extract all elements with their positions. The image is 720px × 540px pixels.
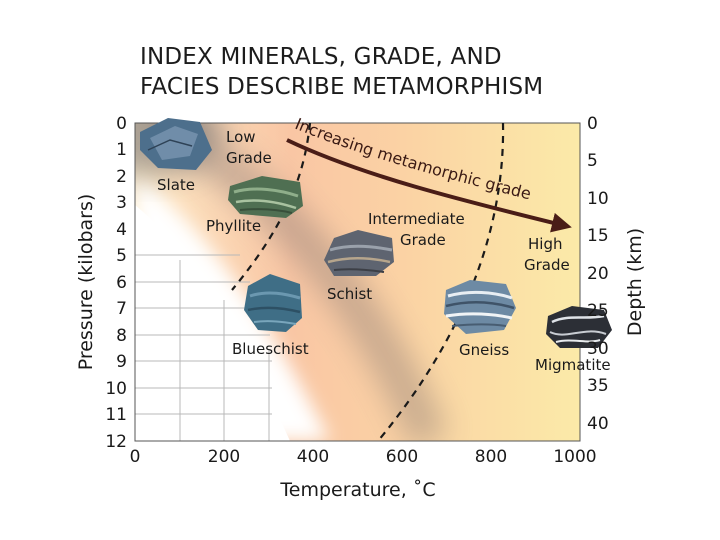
y-left-tick: 7 bbox=[116, 299, 127, 319]
phyllite-rock-image bbox=[228, 176, 303, 218]
x-axis-ticks: 0 200 400 600 800 1000 bbox=[130, 447, 597, 467]
y-left-tick: 4 bbox=[116, 220, 127, 240]
y-left-tick: 3 bbox=[116, 193, 127, 213]
y-right-tick: 0 bbox=[587, 114, 598, 134]
y-right-tick: 35 bbox=[587, 376, 609, 396]
low-intermediate-boundary bbox=[231, 122, 312, 291]
x-tick: 200 bbox=[208, 447, 240, 467]
high-grade-label-1: High bbox=[528, 235, 562, 253]
schist-rock-image bbox=[324, 230, 394, 276]
grade-arrow bbox=[286, 138, 572, 233]
intermediate-grade-label-2: Grade bbox=[400, 231, 446, 249]
phyllite-label: Phyllite bbox=[206, 217, 261, 235]
high-grade-label-2: Grade bbox=[524, 256, 570, 274]
migmatite-rock-image bbox=[546, 306, 612, 348]
y-right-tick: 5 bbox=[587, 151, 598, 171]
gneiss-rock-image bbox=[444, 280, 516, 334]
y-left-tick: 0 bbox=[116, 114, 127, 134]
y-right-tick: 40 bbox=[587, 414, 609, 434]
y-left-tick: 1 bbox=[116, 140, 127, 160]
y-left-axis-label: Pressure (kilobars) bbox=[75, 194, 97, 371]
y-right-axis-ticks: 0 5 10 15 20 25 30 35 40 bbox=[587, 114, 609, 434]
plot-frame bbox=[134, 122, 581, 442]
y-left-tick: 10 bbox=[105, 379, 127, 399]
y-right-tick: 10 bbox=[587, 189, 609, 209]
y-right-tick: 30 bbox=[587, 339, 609, 359]
low-grade-label-2: Grade bbox=[226, 149, 272, 167]
x-tick: 800 bbox=[475, 447, 507, 467]
grid bbox=[135, 254, 272, 441]
y-left-tick: 11 bbox=[105, 405, 127, 425]
plot-background bbox=[135, 123, 580, 441]
schist-label: Schist bbox=[327, 285, 372, 303]
intermediate-grade-label-1: Intermediate bbox=[368, 210, 465, 228]
y-left-axis-ticks: 0 1 2 3 4 5 6 7 8 9 10 11 12 bbox=[105, 114, 127, 452]
x-tick: 400 bbox=[297, 447, 329, 467]
y-left-tick: 6 bbox=[116, 273, 127, 293]
intermediate-high-boundary bbox=[377, 122, 505, 442]
x-tick: 1000 bbox=[553, 447, 596, 467]
y-left-tick: 12 bbox=[105, 432, 127, 452]
blueschist-label: Blueschist bbox=[232, 340, 309, 358]
y-left-tick: 8 bbox=[116, 326, 127, 346]
x-tick: 600 bbox=[386, 447, 418, 467]
title-line-1: INDEX MINERALS, GRADE, AND bbox=[140, 44, 502, 70]
y-right-tick: 15 bbox=[587, 226, 609, 246]
slate-label: Slate bbox=[157, 176, 195, 194]
title-line-2: FACIES DESCRIBE METAMORPHISM bbox=[140, 74, 543, 100]
gneiss-label: Gneiss bbox=[459, 341, 509, 359]
y-right-tick: 20 bbox=[587, 264, 609, 284]
blueschist-rock-image bbox=[244, 274, 302, 332]
y-left-tick: 2 bbox=[116, 167, 127, 187]
y-left-tick: 9 bbox=[116, 352, 127, 372]
y-left-tick: 5 bbox=[116, 246, 127, 266]
y-right-axis-label: Depth (km) bbox=[624, 228, 646, 336]
low-grade-label-1: Low bbox=[226, 128, 256, 146]
y-right-tick: 25 bbox=[587, 301, 609, 321]
migmatite-label: Migmatite bbox=[535, 356, 611, 374]
slate-rock-image bbox=[140, 118, 212, 170]
x-axis-label: Temperature, ˚C bbox=[279, 479, 435, 501]
x-tick: 0 bbox=[130, 447, 141, 467]
